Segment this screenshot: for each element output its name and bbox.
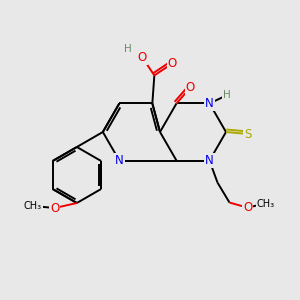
Text: CH₃: CH₃ [24, 201, 42, 211]
Text: CH₃: CH₃ [256, 199, 274, 208]
Text: H: H [223, 90, 230, 100]
Text: N: N [115, 154, 124, 167]
Text: H: H [124, 44, 132, 54]
Text: O: O [168, 57, 177, 70]
Text: O: O [243, 201, 252, 214]
Text: O: O [50, 202, 59, 214]
Text: N: N [205, 97, 214, 110]
Text: N: N [205, 154, 214, 167]
Text: O: O [138, 51, 147, 64]
Text: S: S [244, 128, 252, 140]
Text: O: O [186, 81, 195, 94]
